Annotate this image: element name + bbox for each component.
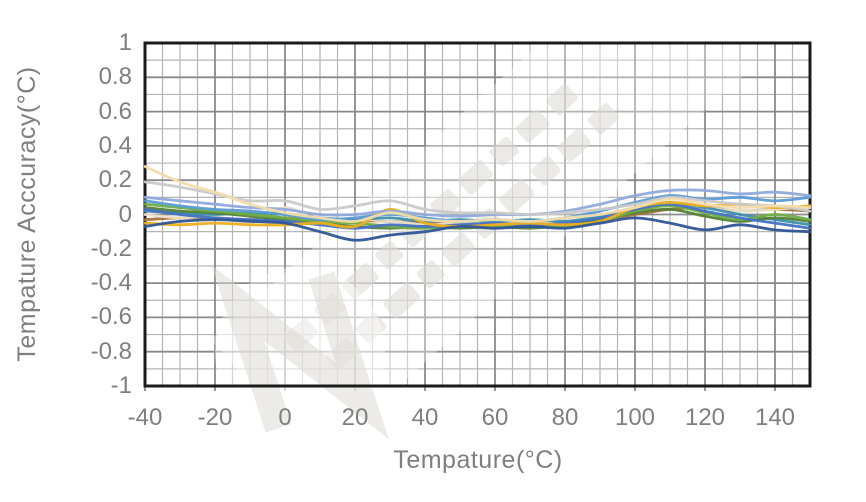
x-tick-label: 0 [278, 404, 292, 431]
series-line-wheat [144, 165, 811, 223]
x-tick-label: -20 [197, 404, 233, 431]
y-tick-label: 0 [118, 200, 132, 228]
series-line-navy [144, 216, 811, 242]
y-tick-label: 1 [118, 29, 132, 56]
y-tick-label: -0.2 [90, 234, 132, 262]
watermark [210, 0, 750, 459]
x-tick-label: 20 [341, 404, 369, 431]
x-tick-label: 100 [614, 404, 656, 431]
x-tick-label: 120 [684, 404, 726, 431]
x-axis-title: Tempature(°C) [393, 446, 563, 474]
x-tick-label: 40 [411, 404, 439, 431]
y-tick-label: -0.8 [90, 337, 132, 365]
watermark-logo [211, 264, 389, 440]
y-tick-label: -0.4 [90, 269, 132, 297]
y-tick-label: -0.6 [90, 303, 132, 331]
y-tick-label: 0.8 [98, 63, 132, 91]
series-lines [144, 165, 811, 242]
y-tick-label: -1 [110, 372, 132, 399]
y-tick-label: 0.6 [98, 97, 132, 125]
series-line-silver [144, 180, 811, 216]
x-tick-label: -40 [127, 404, 163, 431]
x-tick-label: 80 [551, 404, 579, 431]
series-line-periwinkle [144, 188, 811, 218]
series-line-steel-blue [144, 202, 811, 230]
y-tick-label: 0.4 [98, 131, 132, 159]
x-tick-label: 140 [754, 404, 796, 431]
x-tick-label: 60 [481, 404, 509, 431]
y-tick-label: 0.2 [98, 166, 132, 194]
